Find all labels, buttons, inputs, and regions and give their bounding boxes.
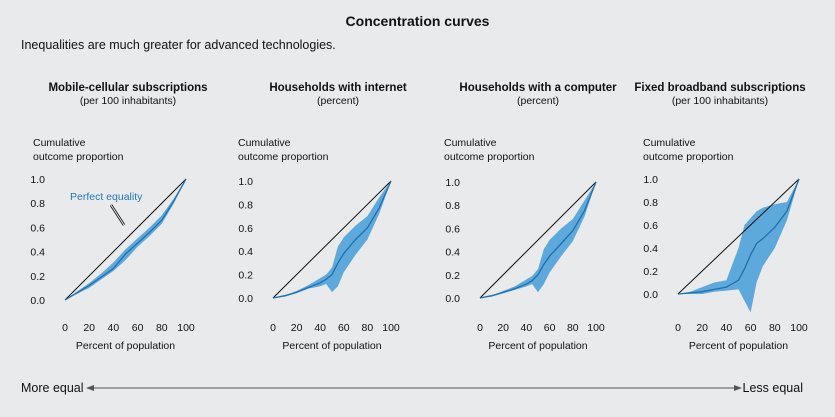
perfect-equality-annotation: Perfect equality xyxy=(70,191,143,203)
y-axis-label-line2: outcome proportion xyxy=(444,151,535,163)
equality-line xyxy=(272,180,392,299)
x-tick-label: 40 xyxy=(108,322,120,334)
panel-subtitle: (percent) xyxy=(317,95,359,107)
x-tick-label: 60 xyxy=(132,322,144,334)
chart-panel-2: Households with internet(percent) Cumulat… xyxy=(238,82,407,352)
y-axis-label-line1: Cumulative xyxy=(33,137,86,149)
chart-panel-1: Mobile-cellular subscriptions(per 100 in… xyxy=(30,82,207,352)
y-tick-label: 0.4 xyxy=(643,243,658,255)
arrow-left-head xyxy=(86,385,94,391)
y-tick-label: 0.6 xyxy=(238,223,253,235)
y-tick-label: 1.0 xyxy=(445,177,460,189)
y-tick-label: 1.0 xyxy=(30,174,45,186)
y-tick-label: 0.4 xyxy=(238,246,253,258)
y-tick-label: 0.8 xyxy=(445,200,460,212)
y-axis-label-line2: outcome proportion xyxy=(33,151,124,163)
annotation-leader-inner xyxy=(110,204,125,226)
concentration-curve xyxy=(272,180,392,299)
x-tick-label: 80 xyxy=(769,322,781,334)
y-tick-label: 0.6 xyxy=(643,220,658,232)
less-equal-label: Less equal xyxy=(742,381,803,395)
x-axis-label: Percent of population xyxy=(282,340,381,352)
equality-line xyxy=(64,178,187,301)
x-tick-label: 0 xyxy=(270,322,276,334)
x-tick-label: 40 xyxy=(521,322,533,334)
x-axis-label: Percent of population xyxy=(689,340,788,352)
x-axis-label: Percent of population xyxy=(76,340,175,352)
y-tick-label: 0.2 xyxy=(445,270,460,282)
x-tick-label: 100 xyxy=(177,322,195,334)
y-tick-label: 0.2 xyxy=(30,271,45,283)
y-tick-label: 0.6 xyxy=(30,222,45,234)
equality-line xyxy=(677,178,800,295)
y-tick-label: 0.4 xyxy=(30,247,45,259)
concentration-curve xyxy=(479,181,597,299)
x-tick-label: 20 xyxy=(291,322,303,334)
panel-subtitle: (percent) xyxy=(517,95,559,107)
chart-panel-4: Fixed broadband subscriptions(per 100 in… xyxy=(634,82,808,352)
x-tick-label: 60 xyxy=(544,322,556,334)
x-tick-label: 60 xyxy=(745,322,757,334)
x-tick-label: 20 xyxy=(83,322,95,334)
panel-subtitle: (per 100 inhabitants) xyxy=(672,95,768,107)
panel-subtitle: (per 100 inhabitants) xyxy=(80,95,176,107)
y-tick-label: 0.2 xyxy=(238,270,253,282)
x-tick-label: 0 xyxy=(675,322,681,334)
y-axis-label-line2: outcome proportion xyxy=(643,151,734,163)
y-axis-label-line1: Cumulative xyxy=(444,137,497,149)
y-tick-label: 0.0 xyxy=(445,293,460,305)
concentration-curve xyxy=(677,178,800,295)
y-axis-label-line1: Cumulative xyxy=(238,137,291,149)
x-axis-label: Percent of population xyxy=(488,340,587,352)
x-tick-label: 100 xyxy=(382,322,400,334)
y-axis-label-line1: Cumulative xyxy=(643,137,696,149)
y-tick-label: 0.8 xyxy=(238,199,253,211)
x-tick-label: 100 xyxy=(790,322,808,334)
y-tick-label: 0.8 xyxy=(30,198,45,210)
y-tick-label: 0.2 xyxy=(643,266,658,278)
y-tick-label: 1.0 xyxy=(238,176,253,188)
equality-line xyxy=(479,181,597,299)
concentration-curve xyxy=(64,178,187,301)
y-tick-label: 0.4 xyxy=(445,247,460,259)
x-tick-label: 60 xyxy=(338,322,350,334)
x-tick-label: 20 xyxy=(696,322,708,334)
x-tick-label: 0 xyxy=(62,322,68,334)
y-tick-label: 0.8 xyxy=(643,197,658,209)
panel-title: Fixed broadband subscriptions xyxy=(634,82,805,94)
x-tick-label: 80 xyxy=(567,322,579,334)
y-tick-label: 0.0 xyxy=(30,295,45,307)
x-tick-label: 20 xyxy=(497,322,509,334)
y-tick-label: 0.0 xyxy=(238,293,253,305)
panel-title: Mobile-cellular subscriptions xyxy=(48,82,207,94)
y-tick-label: 0.6 xyxy=(445,223,460,235)
x-tick-label: 80 xyxy=(156,322,168,334)
more-equal-label: More equal xyxy=(21,381,84,395)
chart-panel-3: Households with a computer(percent) Cumul… xyxy=(444,82,617,352)
x-tick-label: 80 xyxy=(362,322,374,334)
y-tick-label: 1.0 xyxy=(643,174,658,186)
panel-title: Households with internet xyxy=(269,82,407,94)
x-tick-label: 0 xyxy=(477,322,483,334)
y-axis-label-line2: outcome proportion xyxy=(238,151,329,163)
y-tick-label: 0.0 xyxy=(643,289,658,301)
x-tick-label: 100 xyxy=(587,322,605,334)
confidence-band xyxy=(678,179,799,313)
chart-title: Concentration curves xyxy=(345,13,490,29)
x-tick-label: 40 xyxy=(314,322,326,334)
chart-subtitle: Inequalities are much greater for advanc… xyxy=(21,38,336,52)
x-tick-label: 40 xyxy=(721,322,733,334)
panel-title: Households with a computer xyxy=(459,82,617,94)
equality-scale-arrow xyxy=(86,385,742,391)
arrow-right-head xyxy=(734,385,742,391)
